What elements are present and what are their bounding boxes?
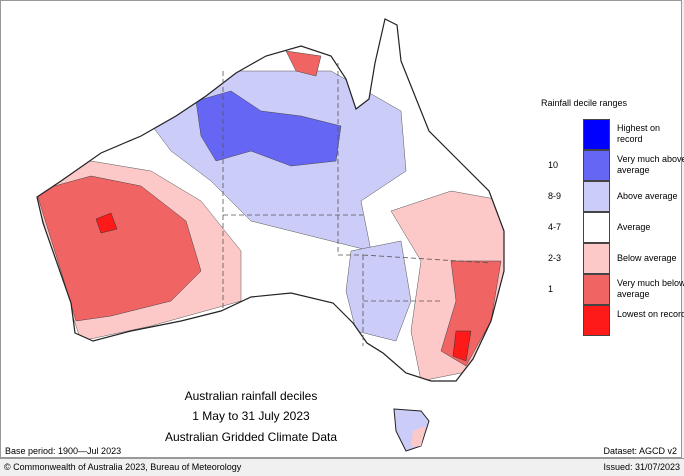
- legend-label: Below average: [617, 253, 677, 263]
- legend-label: Above average: [617, 191, 678, 201]
- lowest-on-record-wa: [95, 212, 118, 234]
- legend-decile: 1: [548, 284, 554, 294]
- legend-label: Very much below average: [617, 278, 684, 299]
- issued-date: Issued: 31/07/2023: [603, 462, 680, 472]
- dataset: Dataset: AGCD v2: [603, 446, 677, 456]
- map-title: Australian rainfall deciles: [184, 389, 318, 403]
- legend-swatch: [583, 150, 610, 181]
- map-panel: Australian rainfall deciles 1 May to 31 …: [0, 0, 684, 458]
- legend-label: Very much above average: [617, 154, 684, 175]
- legend-label: Lowest on record: [617, 309, 684, 319]
- map-period: 1 May to 31 July 2023: [192, 409, 310, 423]
- legend-swatch: [583, 212, 610, 243]
- legend-title: Rainfall decile ranges: [541, 98, 628, 108]
- legend-label: Average: [617, 222, 651, 232]
- copyright: © Commonwealth of Australia 2023, Bureau…: [4, 462, 242, 472]
- very-much-above-average-central: [195, 90, 342, 167]
- legend-swatch: [583, 243, 610, 274]
- map-source: Australian Gridded Climate Data: [164, 430, 338, 444]
- legend-swatch: [583, 305, 610, 336]
- above-average-sa: [345, 240, 412, 342]
- australia-map: [36, 18, 505, 452]
- legend-decile: 8-9: [548, 191, 562, 201]
- legend-swatch: [583, 119, 610, 150]
- legend-decile: 4-7: [548, 222, 562, 232]
- legend-decile: 10: [548, 160, 559, 170]
- base-period: Base period: 1900—Jul 2023: [5, 446, 122, 456]
- divider: [0, 458, 684, 459]
- very-much-below-average-nt: [285, 50, 322, 77]
- legend-swatch: [583, 181, 610, 212]
- state-borders: [222, 63, 492, 346]
- legend-decile: 2-3: [548, 253, 562, 263]
- legend-swatch: [583, 274, 610, 305]
- legend-label: Highest on record: [617, 123, 661, 144]
- lowest-on-record-east: [452, 330, 472, 362]
